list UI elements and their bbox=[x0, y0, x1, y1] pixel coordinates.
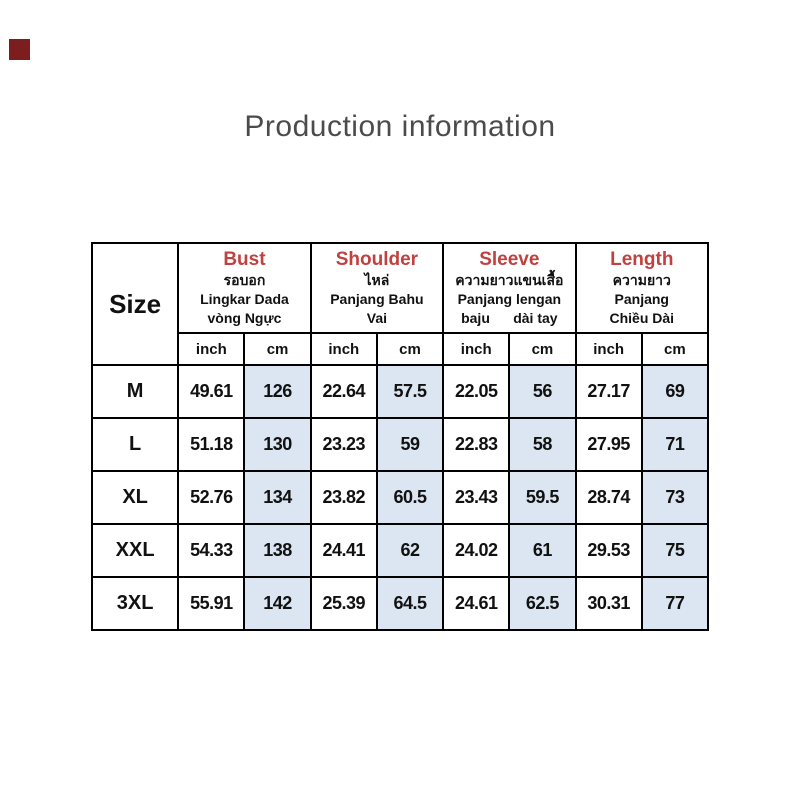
measurement-value: 69 bbox=[640, 364, 710, 419]
unit-header: inch bbox=[309, 332, 378, 366]
measurement-value: 59 bbox=[375, 417, 445, 472]
shoulder-label-thai: ไหล่ bbox=[364, 271, 390, 288]
measurement-value: 51.18 bbox=[177, 417, 246, 472]
unit-header: inch bbox=[574, 332, 643, 366]
measurement-value: 22.64 bbox=[309, 364, 378, 419]
measurement-value: 54.33 bbox=[177, 523, 246, 578]
length-label: Length bbox=[610, 248, 674, 270]
unit-header: cm bbox=[243, 332, 312, 366]
corner-decoration-square bbox=[9, 39, 30, 60]
shoulder-label-indonesian: Panjang Bahu bbox=[330, 290, 424, 307]
measurement-value: 126 bbox=[243, 364, 312, 419]
size-value: M bbox=[90, 364, 180, 419]
measurement-value: 24.61 bbox=[442, 576, 511, 631]
unit-header: cm bbox=[375, 332, 445, 366]
measurement-value: 23.23 bbox=[309, 417, 378, 472]
column-group-bust: Bust รอบอก Lingkar Dada vòng Ngực bbox=[177, 242, 312, 334]
measurement-value: 75 bbox=[640, 523, 710, 578]
size-chart-table: Size Bust รอบอก Lingkar Dada vòng Ngực S… bbox=[90, 242, 710, 631]
measurement-value: 24.02 bbox=[442, 523, 511, 578]
size-value: 3XL bbox=[90, 576, 180, 631]
measurement-value: 138 bbox=[243, 523, 312, 578]
table-row-l: L 51.18 130 23.23 59 22.83 58 27.95 71 bbox=[90, 417, 710, 472]
column-group-shoulder: Shoulder ไหล่ Panjang Bahu Vai bbox=[309, 242, 445, 334]
length-label-thai: ความยาว bbox=[612, 271, 671, 288]
measurement-value: 62 bbox=[375, 523, 445, 578]
page-title: Production information bbox=[244, 110, 556, 143]
size-column-header: Size bbox=[90, 242, 180, 366]
measurement-value: 52.76 bbox=[177, 470, 246, 525]
length-label-indonesian: Panjang bbox=[614, 290, 669, 307]
bust-label-thai: รอบอก bbox=[223, 271, 266, 288]
size-chart-container: Size Bust รอบอก Lingkar Dada vòng Ngực S… bbox=[90, 242, 710, 631]
unit-header: cm bbox=[508, 332, 577, 366]
bust-label: Bust bbox=[223, 248, 266, 270]
measurement-value: 30.31 bbox=[574, 576, 643, 631]
size-value: XL bbox=[90, 470, 180, 525]
unit-header-row: inch cm inch cm inch cm inch cm bbox=[92, 332, 710, 366]
measurement-value: 27.95 bbox=[574, 417, 643, 472]
unit-header: inch bbox=[442, 332, 511, 366]
sleeve-label: Sleeve bbox=[479, 248, 540, 270]
unit-header: inch bbox=[177, 332, 246, 366]
column-group-length: Length ความยาว Panjang Chiều Dài bbox=[574, 242, 710, 334]
measurement-value: 23.43 bbox=[442, 470, 511, 525]
measurement-value: 22.83 bbox=[442, 417, 511, 472]
measurement-value: 28.74 bbox=[574, 470, 643, 525]
measurement-value: 59.5 bbox=[508, 470, 577, 525]
bust-label-vietnamese: vòng Ngực bbox=[207, 309, 282, 326]
shoulder-label: Shoulder bbox=[335, 248, 419, 270]
measurement-value: 24.41 bbox=[309, 523, 378, 578]
column-group-sleeve: Sleeve ความยาวแขนเสื้อ Panjang lengan ba… bbox=[442, 242, 577, 334]
shoulder-label-vietnamese: Vai bbox=[366, 309, 388, 326]
unit-header: cm bbox=[640, 332, 710, 366]
length-label-vietnamese: Chiều Dài bbox=[609, 309, 675, 326]
measurement-value: 58 bbox=[508, 417, 577, 472]
measurement-value: 71 bbox=[640, 417, 710, 472]
size-value: L bbox=[90, 417, 180, 472]
measurement-value: 134 bbox=[243, 470, 312, 525]
measurement-value: 49.61 bbox=[177, 364, 246, 419]
measurement-value: 25.39 bbox=[309, 576, 378, 631]
sleeve-label-thai: ความยาวแขนเสื้อ bbox=[455, 271, 564, 288]
sleeve-label-indonesian: Panjang lengan bbox=[457, 290, 562, 307]
measurement-value: 22.05 bbox=[442, 364, 511, 419]
table-row-m: M 49.61 126 22.64 57.5 22.05 56 27.17 69 bbox=[90, 364, 710, 419]
measurement-value: 77 bbox=[640, 576, 710, 631]
size-value: XXL bbox=[90, 523, 180, 578]
measurement-value: 29.53 bbox=[574, 523, 643, 578]
table-row-xxl: XXL 54.33 138 24.41 62 24.02 61 29.53 75 bbox=[90, 523, 710, 578]
measurement-value: 142 bbox=[243, 576, 312, 631]
measurement-value: 62.5 bbox=[508, 576, 577, 631]
measurement-value: 73 bbox=[640, 470, 710, 525]
sleeve-label-vietnamese: baju dài tay bbox=[461, 309, 558, 326]
measurement-value: 23.82 bbox=[309, 470, 378, 525]
measurement-value: 56 bbox=[508, 364, 577, 419]
bust-label-indonesian: Lingkar Dada bbox=[200, 290, 289, 307]
measurement-value: 27.17 bbox=[574, 364, 643, 419]
table-row-xl: XL 52.76 134 23.82 60.5 23.43 59.5 28.74… bbox=[90, 470, 710, 525]
header-group-row: Size Bust รอบอก Lingkar Dada vòng Ngực S… bbox=[90, 242, 710, 366]
table-row-3xl: 3XL 55.91 142 25.39 64.5 24.61 62.5 30.3… bbox=[90, 576, 710, 631]
measurement-value: 55.91 bbox=[177, 576, 246, 631]
measurement-value: 130 bbox=[243, 417, 312, 472]
measurement-value: 60.5 bbox=[375, 470, 445, 525]
measurement-value: 64.5 bbox=[375, 576, 445, 631]
measurement-value: 61 bbox=[508, 523, 577, 578]
measurement-value: 57.5 bbox=[375, 364, 445, 419]
